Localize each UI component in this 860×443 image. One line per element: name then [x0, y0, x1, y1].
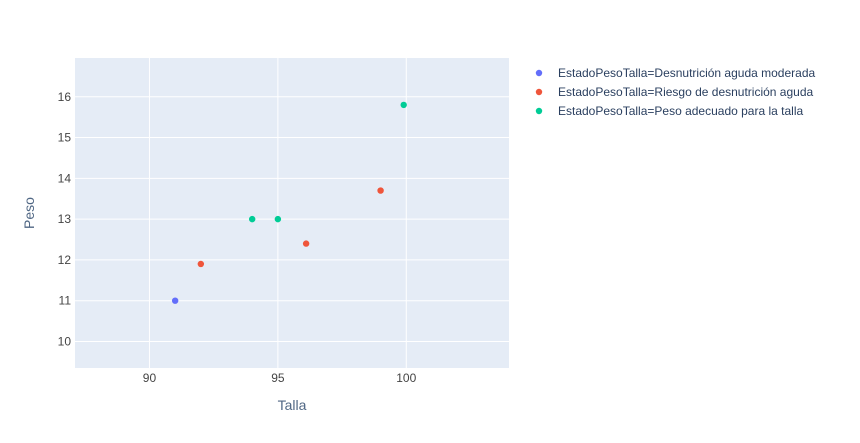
legend-label: EstadoPesoTalla=Desnutrición aguda moder… — [558, 66, 815, 80]
y-tick-label: 14 — [58, 171, 72, 185]
grid-lines — [75, 58, 509, 368]
legend[interactable]: EstadoPesoTalla=Desnutrición aguda moder… — [535, 66, 816, 118]
scatter-point[interactable] — [197, 260, 205, 268]
legend-item[interactable]: EstadoPesoTalla=Peso adecuado para la ta… — [535, 104, 804, 118]
legend-marker — [535, 107, 543, 115]
scatter-point[interactable] — [377, 187, 384, 194]
y-tick-label: 13 — [58, 212, 72, 226]
legend-label: EstadoPesoTalla=Riesgo de desnutrición a… — [558, 85, 814, 99]
legend-marker — [535, 88, 543, 96]
legend-item[interactable]: EstadoPesoTalla=Riesgo de desnutrición a… — [535, 85, 814, 99]
x-tick-label: 95 — [271, 371, 285, 385]
scatter-point[interactable] — [248, 215, 256, 223]
scatter-point[interactable] — [274, 215, 282, 223]
scatter-point[interactable] — [171, 297, 179, 304]
x-tick-label: 90 — [143, 371, 157, 385]
scatter-point[interactable] — [302, 240, 310, 247]
tick-labels: 90 95 100 10 11 12 13 14 15 16 — [58, 90, 417, 385]
data-points — [171, 101, 407, 304]
y-tick-label: 10 — [58, 334, 72, 348]
plot-area — [75, 58, 509, 368]
y-tick-label: 11 — [59, 294, 72, 308]
legend-label: EstadoPesoTalla=Peso adecuado para la ta… — [558, 104, 804, 118]
y-tick-label: 12 — [58, 253, 72, 267]
y-axis-title: Peso — [21, 197, 37, 229]
y-tick-label: 15 — [58, 131, 72, 145]
legend-marker — [535, 69, 543, 77]
x-tick-label: 100 — [396, 371, 416, 385]
legend-item[interactable]: EstadoPesoTalla=Desnutrición aguda moder… — [535, 66, 816, 80]
x-axis-title: Talla — [278, 397, 307, 413]
scatter-point[interactable] — [400, 101, 407, 109]
y-tick-label: 16 — [58, 90, 72, 104]
